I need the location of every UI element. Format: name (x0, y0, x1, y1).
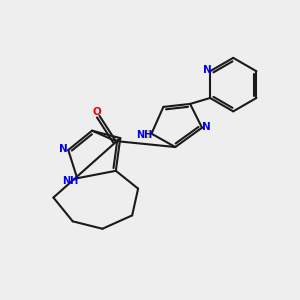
Text: S: S (143, 130, 151, 140)
Text: N: N (202, 122, 211, 131)
Text: O: O (93, 107, 101, 117)
Text: N: N (58, 144, 67, 154)
Text: NH: NH (62, 176, 79, 186)
Text: NH: NH (136, 130, 152, 140)
Text: N: N (203, 65, 212, 75)
